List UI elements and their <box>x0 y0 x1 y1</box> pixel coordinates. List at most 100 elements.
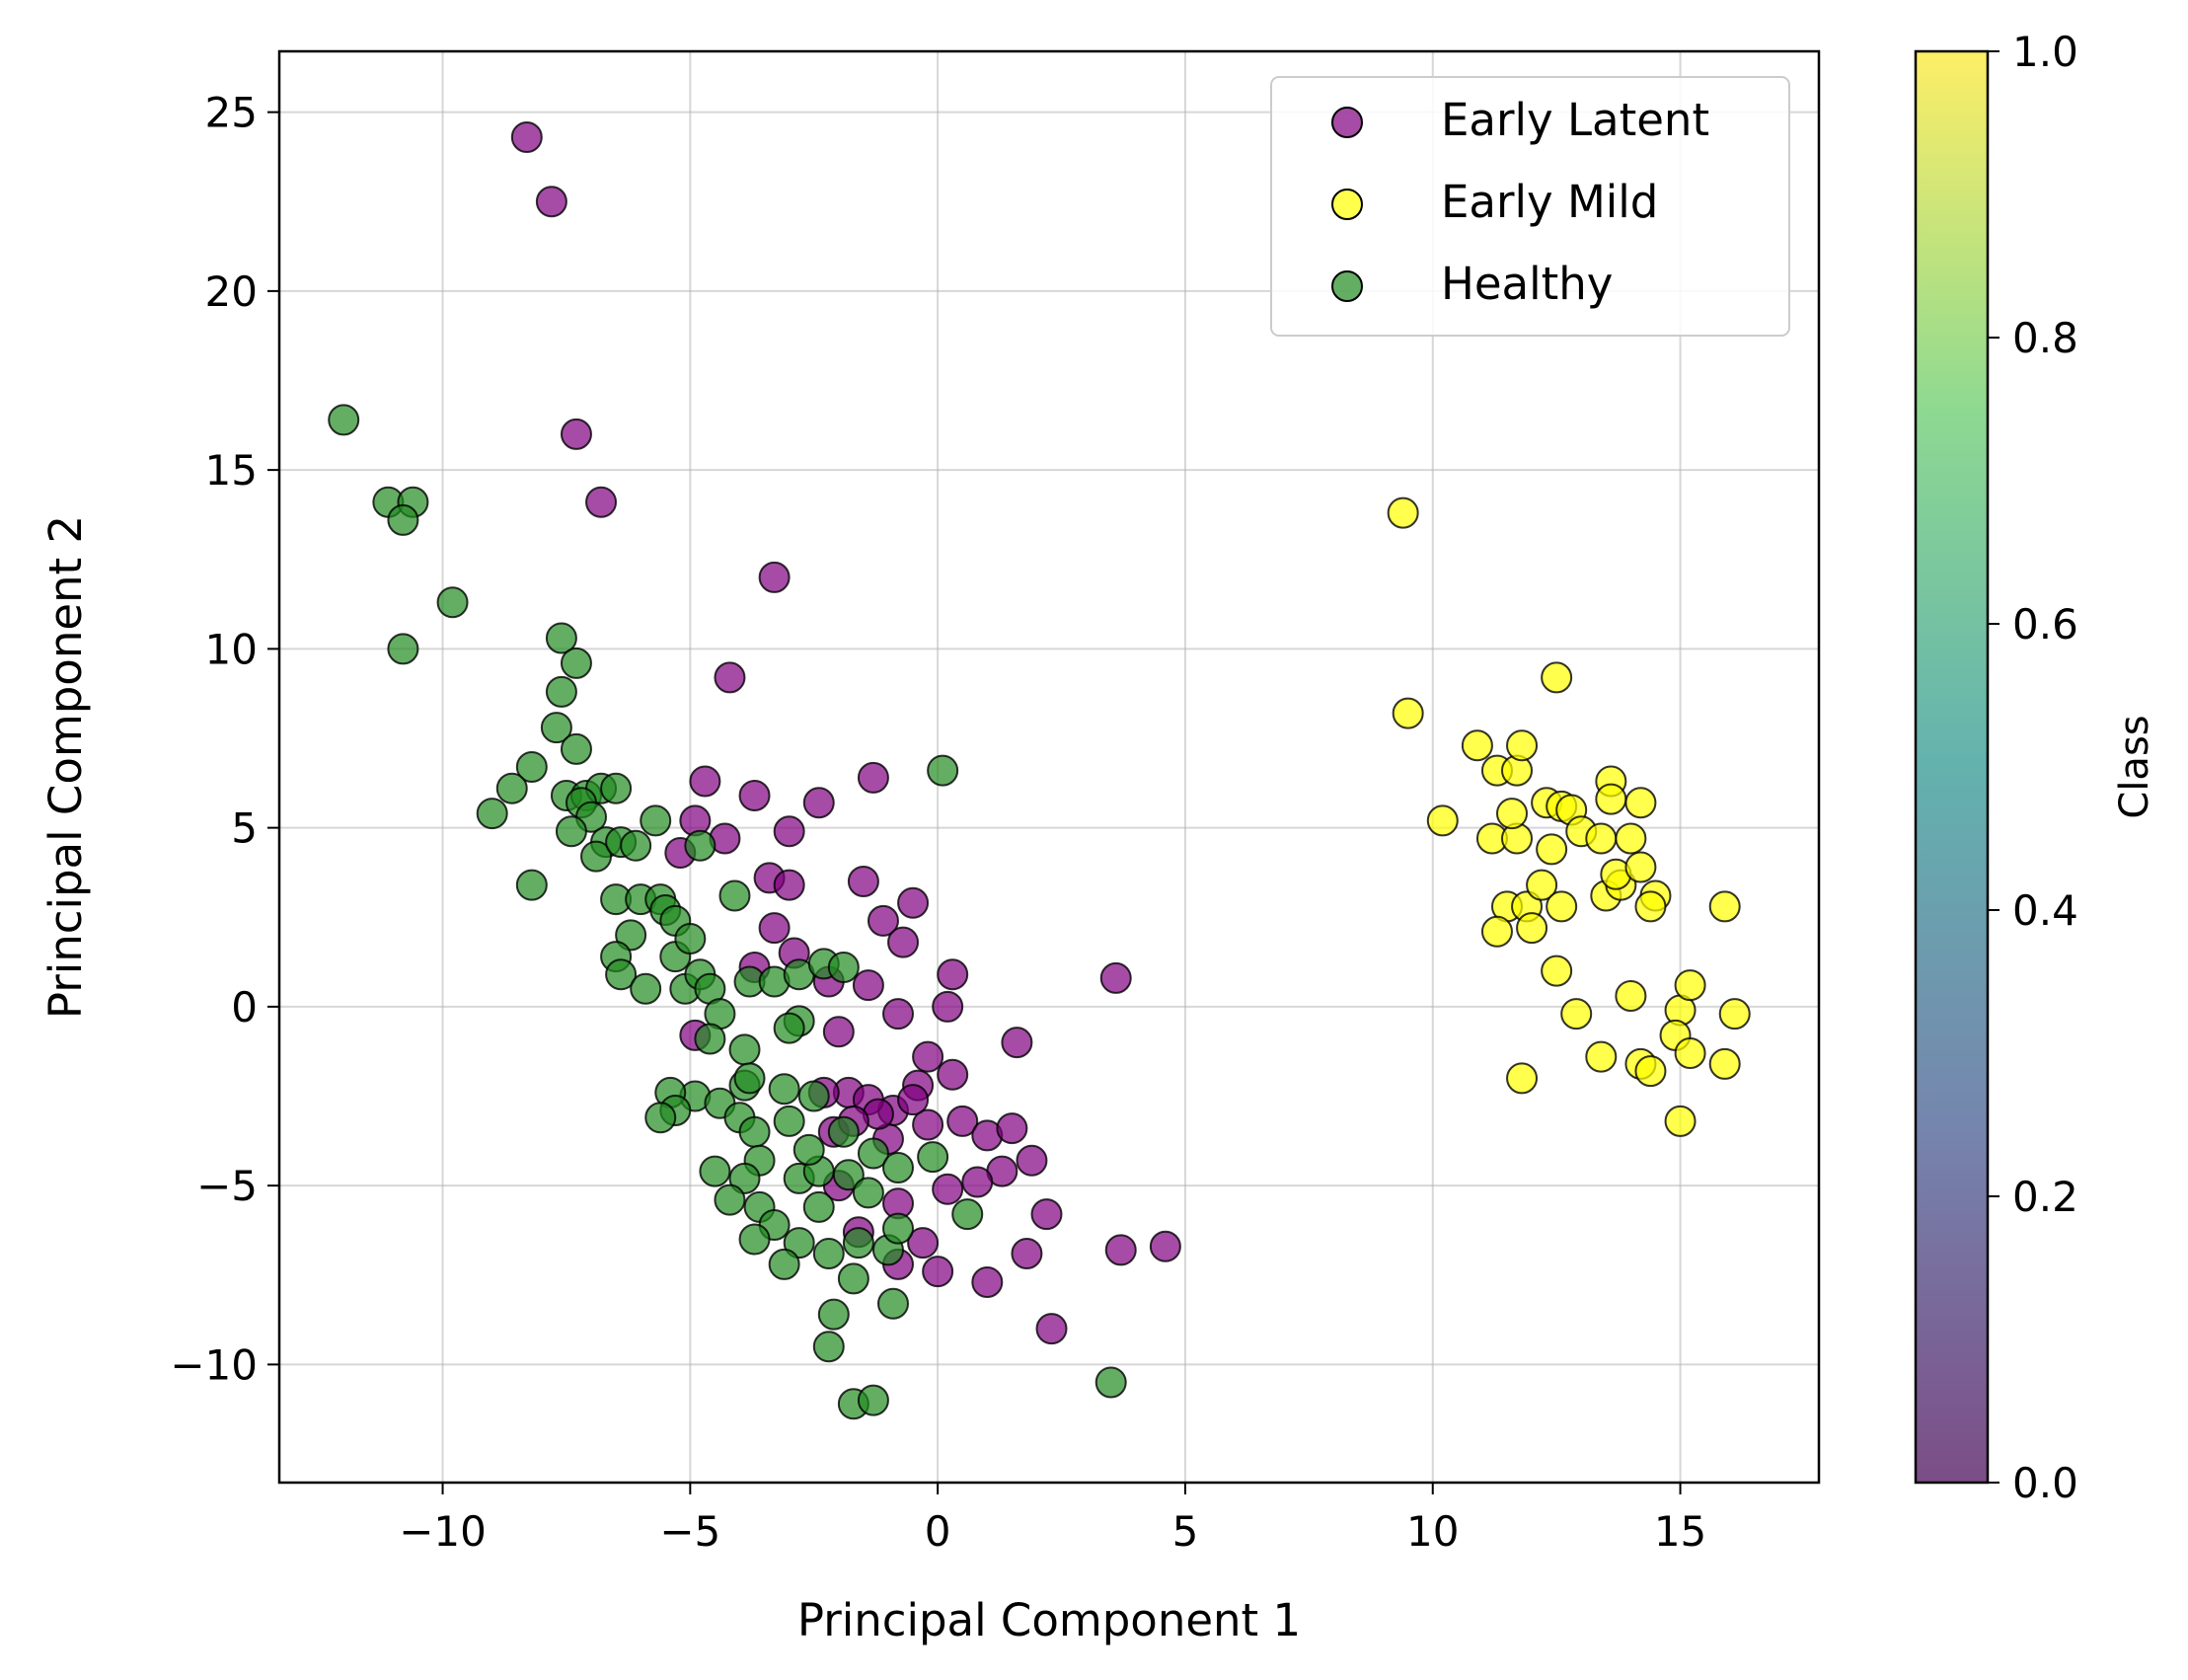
y-tick-label: 0 <box>231 983 258 1031</box>
data-point <box>1099 961 1132 994</box>
data-point <box>1708 890 1741 923</box>
data-point <box>1541 661 1573 694</box>
data-point <box>615 919 647 952</box>
colorbar-tick-label: 0.2 <box>2012 1173 2078 1221</box>
data-point <box>1480 915 1513 948</box>
data-point <box>832 1159 865 1191</box>
legend-label-early-mild: Early Mild <box>1441 176 1658 228</box>
plot-frame <box>277 49 1821 1485</box>
data-point <box>773 1105 805 1137</box>
data-point <box>1149 1230 1181 1262</box>
data-point <box>971 1266 1004 1298</box>
data-point <box>328 404 360 436</box>
data-point <box>1674 1037 1706 1069</box>
data-point <box>1496 798 1529 830</box>
data-point <box>912 1108 944 1141</box>
data-point <box>867 904 899 937</box>
data-point <box>917 1141 949 1174</box>
data-point <box>773 1012 805 1044</box>
data-point <box>996 1112 1028 1145</box>
data-point <box>773 815 805 848</box>
data-point <box>495 772 528 804</box>
data-point <box>827 1115 860 1148</box>
colorbar-tick-label: 0.6 <box>2012 600 2078 649</box>
y-tick-label: 5 <box>231 804 258 853</box>
data-point <box>515 869 548 901</box>
data-point <box>476 798 508 830</box>
data-point <box>1526 869 1558 901</box>
legend-marker-healthy <box>1331 270 1363 302</box>
data-point <box>1664 1105 1697 1137</box>
data-point <box>797 1080 830 1112</box>
data-point <box>699 1155 731 1187</box>
data-point <box>515 751 548 783</box>
data-point <box>738 1115 771 1148</box>
data-point <box>630 972 662 1005</box>
data-point <box>605 958 638 991</box>
data-point <box>907 1227 940 1260</box>
data-point <box>728 1162 761 1194</box>
data-point <box>946 1105 979 1137</box>
data-point <box>387 503 419 536</box>
data-point <box>768 1248 800 1280</box>
data-point <box>758 912 791 945</box>
data-point <box>674 923 707 955</box>
data-point <box>857 761 889 794</box>
data-point <box>897 886 930 919</box>
data-point <box>1506 729 1539 762</box>
data-point <box>812 1331 845 1363</box>
data-point <box>1615 980 1647 1012</box>
data-point <box>510 121 543 153</box>
colorbar: 0.0 0.2 0.4 0.6 0.8 1.0 Class <box>1914 28 2157 1507</box>
colorbar-tick-label: 0.8 <box>2012 314 2078 362</box>
data-point <box>714 1184 746 1216</box>
data-point <box>555 815 587 848</box>
data-point <box>1546 890 1578 923</box>
data-point <box>714 661 746 694</box>
data-point <box>802 787 835 819</box>
data-point <box>1011 1238 1043 1269</box>
data-point <box>560 732 592 765</box>
data-point <box>1560 998 1593 1031</box>
y-axis-label: Principal Component 2 <box>39 515 92 1019</box>
data-point <box>728 1033 761 1066</box>
data-point <box>882 1212 915 1245</box>
data-point <box>852 969 884 1002</box>
colorbar-gradient <box>1916 51 1988 1483</box>
series-healthy <box>328 404 1127 1420</box>
data-point <box>842 1227 874 1260</box>
x-tick-label: 5 <box>1172 1507 1199 1556</box>
data-point <box>738 780 771 811</box>
x-tick-label: −10 <box>399 1507 487 1556</box>
data-point <box>882 1152 915 1184</box>
data-point <box>857 1384 889 1416</box>
data-point <box>689 765 721 798</box>
data-point <box>1634 890 1667 923</box>
data-point <box>768 1073 800 1106</box>
y-tick-label: 10 <box>205 625 258 673</box>
y-tick-label: −10 <box>170 1340 258 1389</box>
x-tick-label: −5 <box>659 1507 720 1556</box>
data-point <box>585 486 618 518</box>
data-point <box>560 647 592 679</box>
colorbar-tick-label: 0.4 <box>2012 886 2078 935</box>
data-point <box>773 869 805 901</box>
data-point <box>922 1256 954 1288</box>
data-point <box>535 186 567 218</box>
data-point <box>600 772 633 804</box>
legend-box <box>1270 76 1790 337</box>
data-point <box>640 804 672 837</box>
data-point <box>857 1137 889 1170</box>
data-point <box>1536 833 1568 866</box>
data-point <box>694 1023 726 1055</box>
data-point <box>937 1058 969 1091</box>
data-point <box>817 1298 850 1331</box>
x-axis-ticks: −10 −5 0 5 10 15 <box>399 1483 1706 1556</box>
x-tick-label: 10 <box>1406 1507 1459 1556</box>
data-point <box>1708 1047 1741 1080</box>
data-point <box>1016 1144 1048 1177</box>
data-point <box>436 586 469 619</box>
